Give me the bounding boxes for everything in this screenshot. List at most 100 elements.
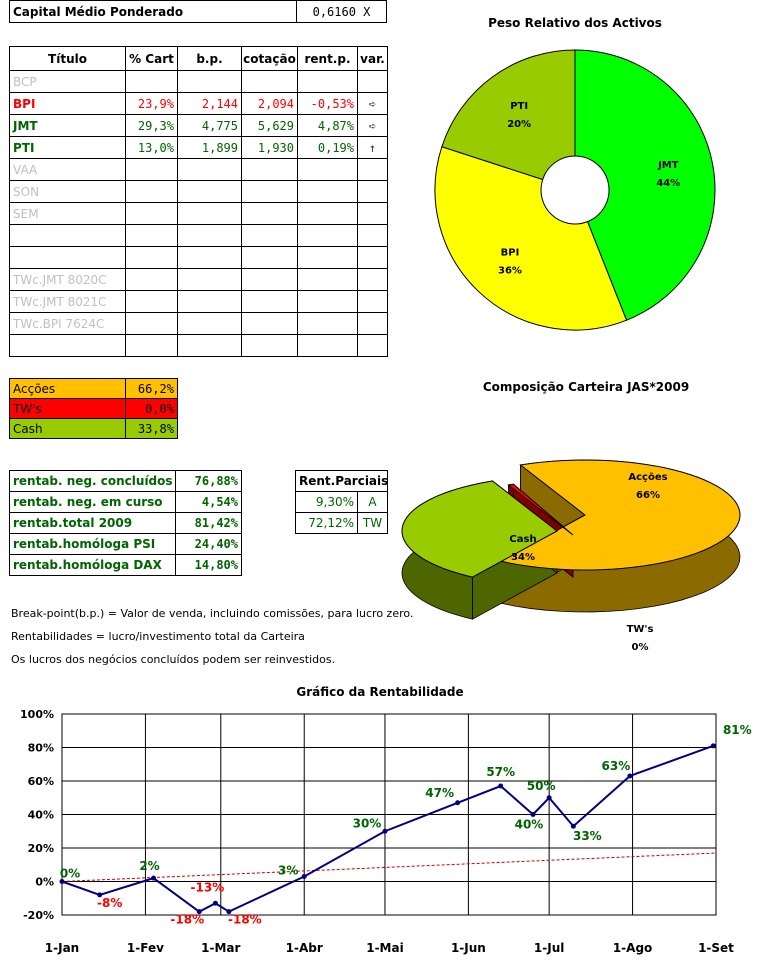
cell-cot — [241, 202, 298, 225]
cell-name: BCP — [9, 70, 126, 93]
cell-pct — [125, 180, 178, 203]
y-tick-label: 20% — [28, 842, 54, 855]
rentability-row: rentab.homóloga DAX 14,80% — [9, 554, 242, 576]
partials-header: Rent.Parciais — [294, 470, 389, 492]
table-row: TWc.BPI 7624C — [9, 312, 388, 335]
x-tick-label: 1-Mai — [366, 941, 403, 955]
header-titulo: Título — [9, 46, 126, 71]
table-row: BCP — [9, 70, 388, 93]
series-point — [212, 900, 218, 906]
series-point — [226, 909, 232, 915]
cell-pct — [125, 246, 178, 269]
y-tick-label: 60% — [28, 775, 54, 788]
composition-label: TW's — [9, 398, 126, 419]
pie2-label-name: Cash — [509, 534, 536, 545]
series-point — [301, 873, 307, 879]
cell-bp — [177, 158, 242, 181]
x-tick-label: 1-Jan — [45, 941, 79, 955]
cell-pct: 29,3% — [125, 114, 178, 137]
cell-pct — [125, 334, 178, 357]
pie2-slice-cash — [401, 480, 558, 578]
cell-var — [357, 268, 388, 291]
capital-value: 0,6160 X — [296, 0, 387, 23]
cell-pct — [125, 158, 178, 181]
x-tick-label: 1-Fev — [127, 941, 164, 955]
cell-rent — [297, 70, 358, 93]
pie1-label-value: 20% — [507, 119, 531, 130]
cell-var: ➪ — [357, 92, 388, 115]
data-label: -18% — [228, 913, 262, 927]
table-row — [9, 246, 388, 269]
pie1-slice-pti — [441, 49, 576, 181]
rentability-value: 4,54% — [175, 491, 242, 513]
pie2-label-value: 34% — [511, 552, 535, 563]
cell-var — [357, 70, 388, 93]
rentability-label: rentab. neg. concluídos — [9, 470, 176, 492]
pie1-label-name: JMT — [657, 160, 679, 171]
cell-pct: 13,0% — [125, 136, 178, 159]
rentability-value: 14,80% — [175, 554, 242, 576]
composition-table: Acções 66,2% TW's 0,0% Cash 33,8% — [9, 378, 178, 439]
pie2-label-name: Acções — [628, 472, 667, 483]
partials-table: Rent.Parciais 9,30% A 72,12% TW — [294, 470, 389, 534]
cell-cot — [241, 268, 298, 291]
cell-cot — [241, 312, 298, 335]
cell-var: ↑ — [357, 136, 388, 159]
cell-cot — [241, 246, 298, 269]
composition-value: 0,0% — [125, 398, 178, 419]
note-lucros: Os lucros dos negócios concluídos podem … — [11, 653, 336, 666]
cell-rent — [297, 334, 358, 357]
series-point — [97, 892, 103, 898]
cell-name: TWc.JMT 8020C — [9, 268, 126, 291]
series-point — [546, 795, 552, 801]
cell-var — [357, 246, 388, 269]
series-point — [710, 743, 716, 749]
cell-name: PTI — [9, 136, 126, 159]
cell-name: TWc.BPI 7624C — [9, 312, 126, 335]
pie-chart-assets: Peso Relativo dos Activos JMT 44% BPI 36% PT… — [434, 16, 716, 331]
rentability-value: 24,40% — [175, 533, 242, 555]
cell-rent: 0,19% — [297, 136, 358, 159]
line-title: Gráfico da Rentabilidade — [296, 685, 463, 699]
cell-cot: 5,629 — [241, 114, 298, 137]
data-label: 63% — [602, 759, 631, 773]
pie1-label-name: PTI — [510, 101, 528, 112]
y-tick-label: 100% — [20, 708, 54, 721]
data-label: -8% — [97, 896, 122, 910]
rentability-label: rentab.homóloga DAX — [9, 554, 176, 576]
cell-cot — [241, 224, 298, 247]
header-cotacao: cotação — [241, 46, 298, 71]
x-tick-label: 1-Ago — [613, 941, 652, 955]
rentability-label: rentab.homóloga PSI — [9, 533, 176, 555]
x-tick-label: 1-Abr — [286, 941, 323, 955]
composition-row: TW's 0,0% — [9, 398, 178, 419]
data-label: 2% — [139, 859, 159, 873]
cell-rent — [297, 290, 358, 313]
cell-var — [357, 180, 388, 203]
cell-name: SON — [9, 180, 126, 203]
cell-rent: 4,87% — [297, 114, 358, 137]
partial-value-a: 9,30% — [295, 491, 358, 513]
cell-pct — [125, 268, 178, 291]
table-row: VAA — [9, 158, 388, 181]
cell-pct — [125, 290, 178, 313]
capital-table: Capital Médio Ponderado 0,6160 X — [9, 0, 387, 23]
rentability-label: rentab.total 2009 — [9, 512, 176, 534]
cell-name: JMT — [9, 114, 126, 137]
y-tick-label: -20% — [23, 909, 54, 922]
cell-name — [9, 334, 126, 357]
cell-bp: 1,899 — [177, 136, 242, 159]
rentability-value: 81,42% — [175, 512, 242, 534]
partial-value-tw: 72,12% — [295, 512, 358, 534]
pie2-title: Composição Carteira JAS*2009 — [483, 380, 689, 394]
capital-label: Capital Médio Ponderado — [9, 0, 297, 23]
cell-rent — [297, 246, 358, 269]
table-row — [9, 224, 388, 247]
header-bp: b.p. — [177, 46, 242, 71]
note-rentabilidades: Rentabilidades = lucro/investimento tota… — [11, 630, 305, 643]
pie-chart-composition: Composição Carteira JAS*2009 Acções 66% Ca… — [401, 380, 741, 653]
cell-rent — [297, 312, 358, 335]
trend-line — [61, 852, 717, 882]
table-row: JMT 29,3% 4,775 5,629 4,87% ➪ — [9, 114, 388, 137]
table-row — [9, 334, 388, 357]
